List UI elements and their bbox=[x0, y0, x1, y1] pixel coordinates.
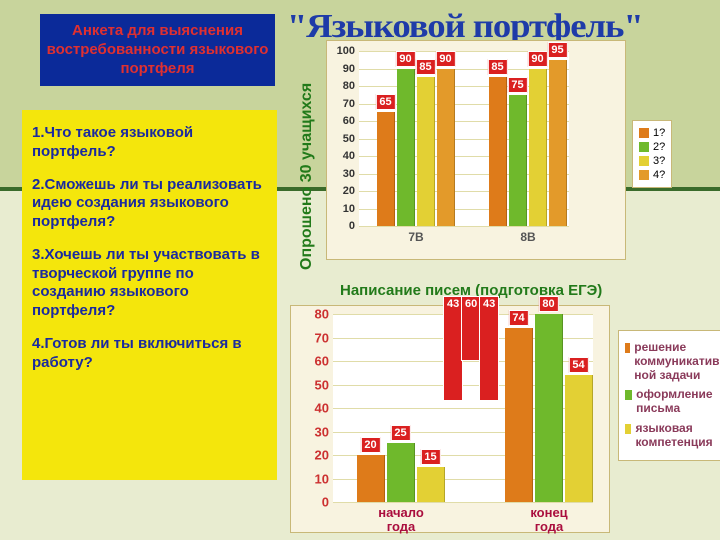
questions-panel: 1.Что такое языковой портфель? 2.Сможешь… bbox=[22, 110, 277, 480]
bar-value: 90 bbox=[435, 51, 455, 67]
bar: 75 bbox=[509, 95, 527, 226]
bar: 85 bbox=[417, 77, 435, 226]
y-axis-label: Опрошено 30 учащихся bbox=[298, 83, 316, 270]
bar: 25 bbox=[387, 443, 415, 502]
bar-value: 20 bbox=[360, 437, 380, 453]
bar-value: 95 bbox=[547, 42, 567, 58]
chart-survey-legend: 1? 2? 3? 4? bbox=[632, 120, 672, 188]
x-label: 7В bbox=[408, 230, 423, 244]
question-1: 1.Что такое языковой портфель? bbox=[32, 124, 267, 162]
bar: 80 bbox=[535, 314, 563, 502]
legend-item: оформление письма bbox=[625, 388, 720, 416]
legend-item: 1? bbox=[639, 127, 665, 139]
bar-value: 90 bbox=[395, 51, 415, 67]
bar: 95 bbox=[549, 60, 567, 226]
bar: 20 bbox=[357, 455, 385, 502]
bar-value-mid: 43 bbox=[479, 296, 499, 401]
bar-value: 75 bbox=[507, 77, 527, 93]
bar-value: 74 bbox=[508, 310, 528, 326]
legend-item: 2? bbox=[639, 141, 665, 153]
question-2: 2.Сможешь ли ты реализовать идею создани… bbox=[32, 176, 267, 232]
bar-value: 80 bbox=[538, 296, 558, 312]
bar: 90 bbox=[529, 69, 547, 227]
legend-item: решение коммуникатив ной задачи bbox=[625, 341, 720, 382]
bar: 54 bbox=[565, 375, 593, 502]
chart-letters-plot: 01020304050607080202515началогода748054к… bbox=[333, 314, 593, 502]
bar: 15 bbox=[417, 467, 445, 502]
x-label: 8В bbox=[520, 230, 535, 244]
bar: 74 bbox=[505, 328, 533, 502]
bar-value: 25 bbox=[390, 425, 410, 441]
x-label: конецгода bbox=[530, 506, 567, 535]
chart-survey-plot: 0102030405060708090100659085907В85759095… bbox=[359, 51, 569, 226]
bar: 85 bbox=[489, 77, 507, 226]
bar-value: 15 bbox=[420, 449, 440, 465]
x-label: началогода bbox=[378, 506, 424, 535]
legend-item: языковая компетенция bbox=[625, 422, 720, 450]
bar-value: 54 bbox=[568, 357, 588, 373]
bar: 90 bbox=[437, 69, 455, 227]
bar-value: 85 bbox=[415, 59, 435, 75]
chart-letters-legend: решение коммуникатив ной задачи оформлени… bbox=[618, 330, 720, 461]
survey-header: Анкета для выяснения востребованности яз… bbox=[40, 14, 275, 86]
chart-survey: 0102030405060708090100659085907В85759095… bbox=[326, 40, 626, 260]
question-3: 3.Хочешь ли ты участвовать в творческой … bbox=[32, 246, 267, 321]
legend-item: 3? bbox=[639, 155, 665, 167]
bar-value: 90 bbox=[527, 51, 547, 67]
question-4: 4.Готов ли ты включиться в работу? bbox=[32, 335, 267, 373]
bar: 65 bbox=[377, 112, 395, 226]
bar-value: 65 bbox=[375, 94, 395, 110]
bar: 90 bbox=[397, 69, 415, 227]
chart-letters: 01020304050607080202515началогода748054к… bbox=[290, 305, 610, 533]
legend-item: 4? bbox=[639, 169, 665, 181]
bar-value: 85 bbox=[487, 59, 507, 75]
